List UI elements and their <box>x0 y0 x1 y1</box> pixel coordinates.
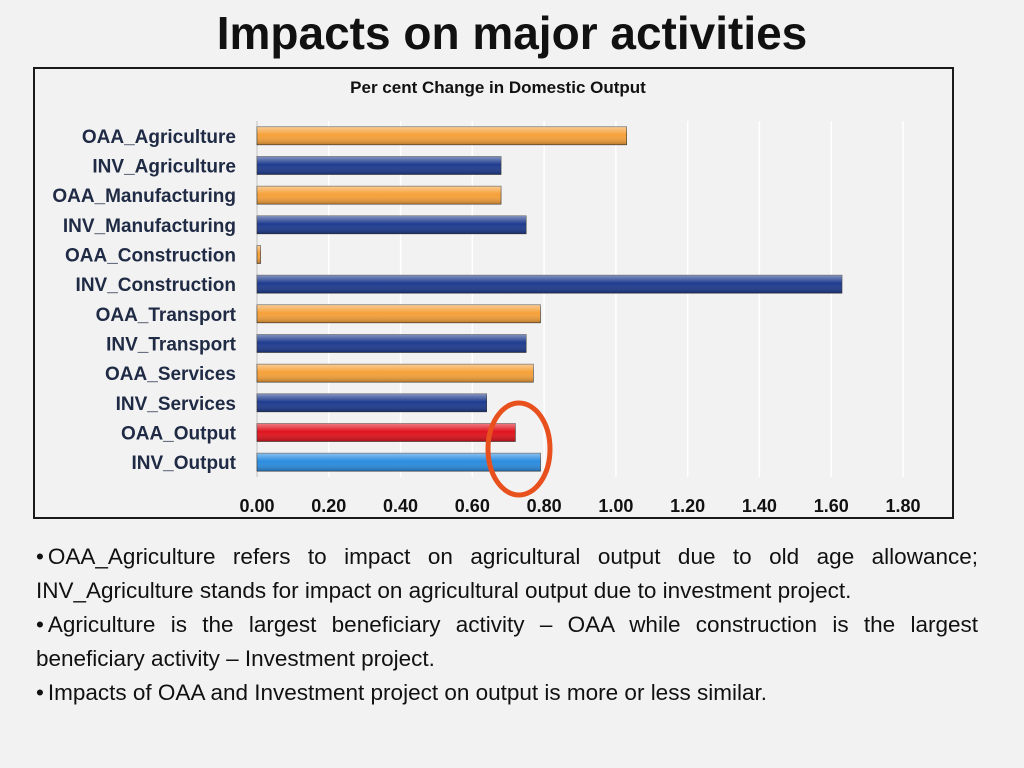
bar-oaa-construction <box>256 245 261 264</box>
note-item: OAA_Agriculture refers to impact on agri… <box>36 540 978 608</box>
bar-inv-services <box>256 393 487 413</box>
x-tick-label: 0.80 <box>527 496 562 516</box>
category-label: OAA_Output <box>121 424 237 445</box>
bar-inv-construction <box>256 274 843 294</box>
x-tick-label: 0.00 <box>239 496 274 516</box>
chart-subtitle: Per cent Change in Domestic Output <box>350 78 646 97</box>
category-label: INV_Transport <box>106 335 237 356</box>
category-label: OAA_Agriculture <box>82 127 236 148</box>
slide-title: Impacts on major activities <box>216 7 808 59</box>
bar-oaa-transport <box>256 304 541 324</box>
category-label: INV_Manufacturing <box>63 216 236 237</box>
bar-oaa-agriculture <box>256 126 627 146</box>
category-label: INV_Construction <box>76 275 236 296</box>
bar-inv-output <box>256 452 541 472</box>
x-tick-label: 1.20 <box>670 496 705 516</box>
x-tick-label: 1.00 <box>598 496 633 516</box>
x-tick-label: 0.60 <box>455 496 490 516</box>
bar-oaa-manufacturing <box>256 185 502 205</box>
bar-oaa-output <box>256 423 516 442</box>
category-label: INV_Output <box>132 453 237 474</box>
note-item: Impacts of OAA and Investment project on… <box>36 676 978 710</box>
x-tick-label: 1.40 <box>742 496 777 516</box>
x-tick-label: 0.40 <box>383 496 418 516</box>
category-label: OAA_Transport <box>96 305 237 326</box>
category-label: OAA_Services <box>105 364 236 385</box>
category-label: INV_Services <box>116 394 236 415</box>
category-label: OAA_Manufacturing <box>52 186 236 207</box>
category-label: OAA_Construction <box>65 246 236 267</box>
bar-oaa-services <box>256 363 534 383</box>
highlight-ellipse <box>485 400 553 498</box>
bar-inv-manufacturing <box>256 215 527 235</box>
chart-container: Per cent Change in Domestic Output OAA_A… <box>33 67 954 519</box>
x-tick-label: 1.60 <box>814 496 849 516</box>
note-item: Agriculture is the largest beneficiary a… <box>36 608 978 676</box>
bar-inv-agriculture <box>256 156 502 175</box>
notes-list: OAA_Agriculture refers to impact on agri… <box>36 540 978 710</box>
category-label: INV_Agriculture <box>92 157 236 178</box>
x-tick-label: 1.80 <box>885 496 920 516</box>
bar-inv-transport <box>256 334 527 353</box>
bar-chart: Per cent Change in Domestic Output OAA_A… <box>52 78 920 516</box>
x-tick-label: 0.20 <box>311 496 346 516</box>
